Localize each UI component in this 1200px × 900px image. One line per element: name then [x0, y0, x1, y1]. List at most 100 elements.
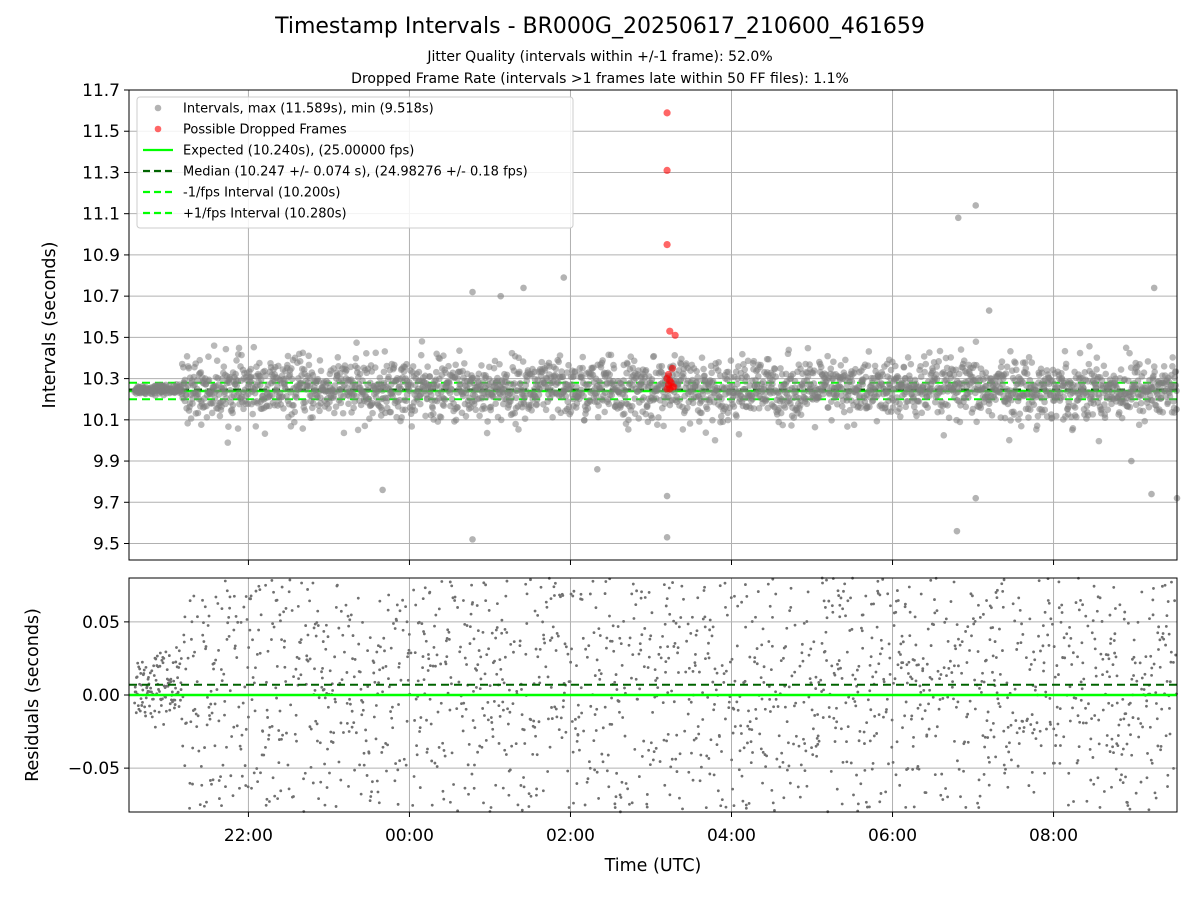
residual-point: [581, 636, 585, 640]
residual-point: [158, 690, 161, 693]
residual-point: [729, 660, 732, 664]
residual-point: [1091, 756, 1095, 759]
residual-point: [446, 628, 450, 632]
residual-point: [579, 592, 583, 596]
interval-point: [331, 409, 338, 417]
residual-point: [1081, 661, 1085, 665]
residual-point: [349, 702, 352, 706]
residual-point: [511, 702, 515, 706]
residual-point: [634, 603, 638, 607]
interval-point: [926, 349, 933, 356]
residual-point: [306, 633, 310, 637]
residuals-x-ticks: 22:00 00:00 02:00 04:00 06:00 08:00: [224, 812, 1078, 846]
residual-point: [376, 644, 380, 648]
residual-point: [774, 592, 778, 596]
interval-point: [827, 365, 835, 372]
residual-point: [707, 656, 711, 660]
residual-point: [1046, 599, 1050, 602]
residual-point: [351, 657, 354, 661]
interval-point: [527, 401, 535, 409]
residual-point: [816, 713, 820, 716]
residual-point: [649, 741, 653, 745]
residual-point: [743, 679, 747, 683]
residual-point: [405, 719, 409, 723]
residual-point: [464, 707, 468, 711]
interval-point: [1026, 376, 1034, 384]
residual-point: [1140, 590, 1144, 594]
intervals-y-tick-label: 11.3: [82, 163, 120, 183]
interval-point: [621, 393, 629, 401]
residual-point: [1108, 750, 1112, 753]
residual-point: [769, 710, 772, 713]
interval-point: [1012, 366, 1020, 374]
residual-point: [802, 621, 806, 625]
residual-point: [479, 677, 483, 681]
residual-point: [422, 678, 426, 681]
residual-point: [793, 670, 797, 674]
residual-point: [589, 704, 593, 708]
interval-point: [1003, 363, 1011, 371]
residual-point: [665, 597, 669, 601]
residual-point: [247, 715, 250, 719]
residual-point: [1043, 610, 1047, 614]
residual-point: [615, 688, 619, 691]
interval-point: [865, 348, 873, 355]
residual-point: [494, 636, 498, 640]
interval-point: [698, 397, 705, 405]
interval-point: [1150, 284, 1158, 292]
legend-entry-label: Median (10.247 +/- 0.074 s), (24.98276 +…: [183, 165, 528, 180]
residual-point: [1130, 677, 1134, 681]
residual-point: [617, 699, 621, 703]
residual-point: [504, 753, 508, 756]
residual-point: [323, 696, 327, 700]
residual-point: [1033, 688, 1037, 692]
residual-point: [639, 648, 643, 652]
residual-point: [646, 666, 650, 669]
residual-point: [425, 750, 429, 754]
residual-point: [911, 768, 915, 771]
residual-point: [482, 801, 485, 805]
residual-point: [535, 753, 539, 757]
residual-point: [787, 764, 791, 768]
residual-point: [520, 713, 524, 717]
interval-point: [708, 369, 716, 377]
residual-point: [471, 601, 475, 604]
residual-point: [1154, 796, 1158, 800]
residual-point: [1032, 790, 1036, 794]
residual-point: [210, 711, 214, 715]
interval-point: [940, 432, 948, 439]
residual-point: [871, 761, 875, 765]
residual-point: [412, 588, 416, 592]
residual-point: [636, 697, 639, 701]
residual-point: [736, 604, 740, 608]
residual-point: [796, 785, 800, 789]
residual-point: [138, 709, 142, 713]
residual-point: [329, 730, 333, 734]
residual-point: [227, 615, 231, 619]
residual-point: [626, 787, 630, 791]
interval-point: [922, 360, 930, 368]
interval-point: [678, 355, 685, 363]
residual-point: [1030, 770, 1034, 774]
residual-point: [668, 612, 672, 616]
residual-point: [659, 645, 662, 649]
residual-point: [897, 650, 901, 654]
residual-point: [334, 605, 338, 609]
residual-point: [562, 699, 565, 702]
residual-point: [585, 655, 589, 659]
residual-point: [789, 605, 793, 609]
interval-point: [1117, 366, 1125, 373]
residual-point: [1079, 698, 1083, 702]
interval-point: [418, 338, 426, 345]
residual-point: [958, 643, 962, 647]
residual-point: [503, 748, 507, 752]
residual-point: [190, 620, 194, 624]
interval-point: [406, 387, 413, 395]
residual-point: [645, 802, 649, 806]
residual-point: [488, 684, 492, 688]
residual-point: [878, 593, 882, 597]
residual-point: [491, 727, 495, 731]
residual-point: [691, 778, 695, 782]
residual-point: [386, 743, 389, 747]
residual-point: [781, 760, 785, 764]
